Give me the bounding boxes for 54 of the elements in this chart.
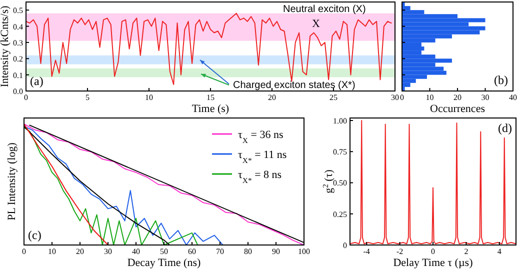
y-tick-label: 0.2 (13, 54, 23, 64)
annotation: (b) (494, 73, 508, 87)
x-tick-label: 30 (481, 93, 490, 102)
y-tick-label: 0.4 (13, 22, 23, 32)
y-tick-label: 0.75 (333, 148, 347, 157)
y-axis-title: Intensity (kCnts/s) (0, 5, 11, 88)
x-tick-label: 40 (509, 93, 517, 102)
x-tick-label: 10 (48, 247, 56, 256)
x-tick-label: 0 (400, 93, 404, 102)
x-axis-title: Delay Time τ (µs) (393, 257, 474, 269)
x-tick-label: 80 (244, 247, 252, 256)
x-axis-title: Decay Time (ns) (127, 257, 201, 269)
x-tick-label: 2 (464, 247, 468, 256)
x-tick-label: 30 (104, 247, 112, 256)
x-tick-label: 50 (160, 247, 168, 256)
x-tick-label: 5 (86, 93, 90, 102)
x-tick-label: 40 (132, 247, 140, 256)
y-tick-label: 1.00 (333, 116, 347, 126)
y-tick-label: 0.0 (13, 87, 23, 96)
x-tick-label: 10 (426, 93, 434, 102)
x-tick-label: 4 (497, 247, 502, 256)
y-axis-title: PL Intensity (log) (6, 142, 18, 220)
annotation: Charged exciton states (X*) (233, 80, 356, 91)
x-tick-label: 20 (268, 93, 276, 102)
x-tick-label: 25 (330, 93, 338, 102)
x-tick-label: 70 (216, 247, 224, 256)
x-tick-label: 60 (188, 247, 196, 256)
x-tick-label: 15 (206, 93, 214, 102)
legend-label: τ$_{X*}$ = 11 ns (238, 149, 287, 164)
x-tick-label: 30 (391, 93, 399, 102)
y-tick-label: 0.25 (333, 210, 347, 219)
x-tick-label: -2 (396, 247, 404, 256)
annotation: (d) (498, 121, 512, 135)
y-tick-label: 0.1 (13, 70, 23, 80)
x-tick-label: -4 (363, 247, 370, 256)
x-tick-label: 90 (272, 247, 280, 256)
x-tick-label: 20 (454, 93, 462, 102)
y-tick-label: 0 (343, 241, 347, 250)
line-series (350, 120, 516, 244)
x-tick-label: 100 (298, 247, 310, 256)
x-tick-label: 0 (431, 247, 435, 256)
y-tick-label: 0.50 (333, 178, 347, 188)
annotation: Neutral exciton (X) (283, 4, 366, 15)
x-tick-label: 20 (76, 247, 84, 256)
y-tick-label: 0.3 (13, 38, 23, 48)
x-axis-title: Occurrences (430, 103, 485, 115)
annotation: (c) (28, 228, 42, 242)
legend-label: τ$_{X}$ = 36 ns (238, 129, 284, 144)
annotation: (a) (30, 74, 44, 88)
annotation: X (312, 18, 320, 30)
x-axis-title: Time (s) (192, 103, 230, 115)
y-tick-label: 0.5 (13, 6, 23, 16)
x-tick-label: 10 (145, 93, 153, 102)
legend-label: τ$_{X*}$ = 8 ns (238, 169, 282, 184)
